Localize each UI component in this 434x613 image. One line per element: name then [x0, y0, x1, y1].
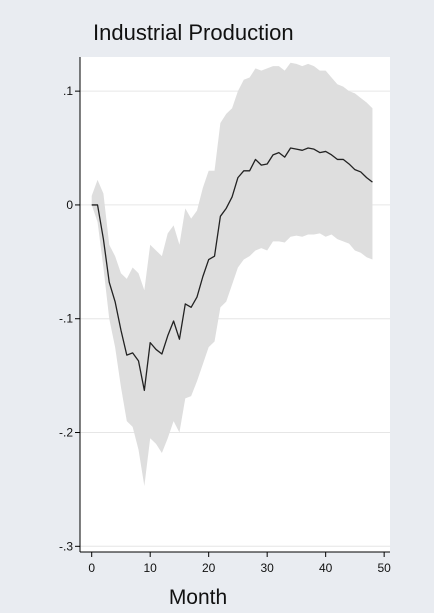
- x-axis-label: Month: [169, 586, 227, 609]
- axes: .1 0 -.1 -.2 -.3 0 10 20 30 40 50: [59, 57, 391, 575]
- chart-title: Industrial Production: [93, 20, 294, 45]
- irf-line: [91, 147, 373, 392]
- x-tick-label: 40: [319, 561, 333, 575]
- x-tick-label: 30: [260, 561, 274, 575]
- irf-line-group: [91, 147, 373, 392]
- x-tick-label: 10: [144, 561, 158, 575]
- confidence-band: [91, 62, 373, 486]
- x-tick-label: 50: [377, 561, 391, 575]
- y-tick-label: .1: [63, 84, 73, 98]
- y-tick-label: -.2: [59, 426, 73, 440]
- y-tick-label: -.1: [59, 312, 73, 326]
- y-tick-label: 0: [66, 198, 73, 212]
- x-tick-label: 20: [202, 561, 216, 575]
- confidence-band-group: [91, 62, 373, 486]
- y-tick-label: -.3: [59, 539, 73, 553]
- x-tick-label: 0: [88, 561, 95, 575]
